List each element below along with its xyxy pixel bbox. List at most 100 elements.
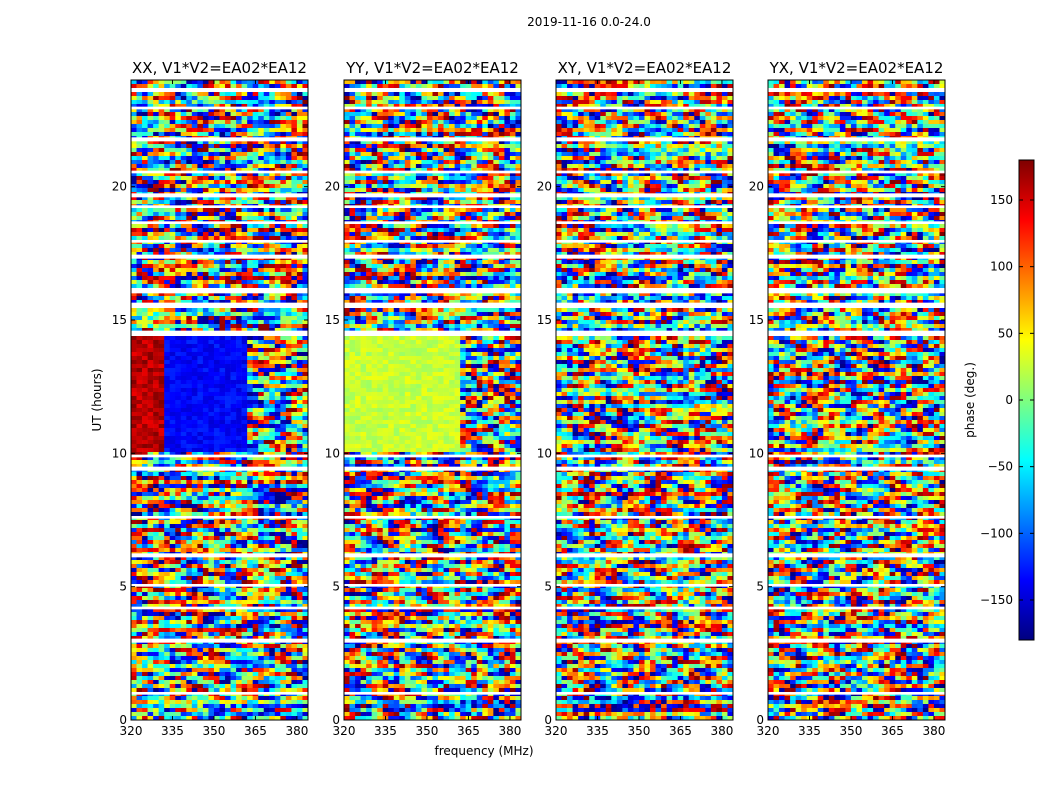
x-tick-label: 335 bbox=[374, 724, 397, 738]
y-tick-label: 15 bbox=[325, 313, 340, 327]
x-tick: 350 bbox=[840, 80, 863, 738]
flagged-row bbox=[131, 302, 308, 308]
y-tick: 20 bbox=[749, 180, 945, 194]
y-tick-label: 15 bbox=[537, 313, 552, 327]
y-tick-label: 20 bbox=[325, 180, 340, 194]
flagged-row bbox=[131, 466, 308, 471]
flagged-row bbox=[556, 221, 733, 224]
flagged-row bbox=[344, 606, 521, 610]
heatmap-image bbox=[131, 80, 309, 721]
panel-title: YY, V1*V2=EA02*EA12 bbox=[345, 59, 519, 77]
flagged-row bbox=[768, 137, 945, 142]
x-tick-label: 365 bbox=[244, 724, 267, 738]
y-tick: 5 bbox=[332, 580, 521, 594]
x-tick: 380 bbox=[285, 80, 308, 738]
colorbar-tick: −100 bbox=[980, 526, 1034, 540]
flagged-row bbox=[768, 330, 945, 336]
flagged-row bbox=[556, 584, 733, 587]
panel-title: XY, V1*V2=EA02*EA12 bbox=[558, 59, 732, 77]
panel-title: XX, V1*V2=EA02*EA12 bbox=[132, 59, 307, 77]
panels: XX, V1*V2=EA02*EA12 320 335 350 365 380 0 5 10 15… bbox=[112, 59, 946, 738]
flagged-row bbox=[768, 170, 945, 174]
panel-yx: YX, V1*V2=EA02*EA12 320 335 350 365 380 0 5 10 15… bbox=[749, 59, 946, 738]
flagged-row bbox=[768, 240, 945, 243]
x-tick-label: 350 bbox=[840, 724, 863, 738]
flagged-row bbox=[768, 288, 945, 294]
x-tick-label: 380 bbox=[498, 724, 521, 738]
flagged-row bbox=[556, 302, 733, 308]
colorbar: 150 100 50 0 −50 −100 −150 phase (deg.) bbox=[963, 159, 1035, 641]
y-tick: 20 bbox=[325, 180, 521, 194]
flagged-row bbox=[344, 466, 521, 471]
panel-title: YX, V1*V2=EA02*EA12 bbox=[769, 59, 944, 77]
colorbar-tick-label: 0 bbox=[1005, 393, 1013, 407]
flagged-row bbox=[768, 606, 945, 610]
flagged-row bbox=[131, 288, 308, 294]
panel-xy: XY, V1*V2=EA02*EA12 320 335 350 365 380 0 5 10 15… bbox=[537, 59, 734, 738]
x-tick: 320 bbox=[333, 80, 356, 738]
heatmap-image bbox=[344, 80, 522, 721]
flagged-row bbox=[768, 221, 945, 224]
flagged-row bbox=[344, 254, 521, 259]
x-tick: 320 bbox=[120, 80, 143, 738]
flagged-row bbox=[344, 88, 521, 92]
y-tick: 15 bbox=[749, 313, 945, 327]
flagged-row bbox=[131, 584, 308, 587]
x-tick: 350 bbox=[416, 80, 439, 738]
x-axis-label: frequency (MHz) bbox=[434, 744, 533, 758]
flagged-row bbox=[344, 330, 521, 336]
x-tick-label: 350 bbox=[416, 724, 439, 738]
y-tick-label: 10 bbox=[537, 446, 552, 460]
y-tick-label: 0 bbox=[332, 713, 340, 727]
x-tick-label: 320 bbox=[333, 724, 356, 738]
x-tick-label: 365 bbox=[881, 724, 904, 738]
x-tick-label: 335 bbox=[586, 724, 609, 738]
flagged-row bbox=[768, 638, 945, 643]
x-tick-label: 350 bbox=[203, 724, 226, 738]
y-tick-label: 0 bbox=[119, 713, 127, 727]
flagged-row bbox=[556, 606, 733, 610]
x-tick-label: 365 bbox=[457, 724, 480, 738]
flagged-row bbox=[556, 170, 733, 174]
flagged-rows bbox=[131, 88, 308, 695]
flagged-row bbox=[131, 106, 308, 110]
flagged-row bbox=[768, 466, 945, 471]
x-tick: 335 bbox=[374, 80, 397, 738]
flagged-row bbox=[344, 288, 521, 294]
heatmap-image bbox=[768, 80, 946, 721]
y-tick: 20 bbox=[112, 180, 308, 194]
colorbar-tick-label: −50 bbox=[988, 460, 1013, 474]
x-tick-label: 320 bbox=[757, 724, 780, 738]
flagged-row bbox=[131, 516, 308, 519]
flagged-row bbox=[344, 553, 521, 558]
colorbar-tick-label: −100 bbox=[980, 526, 1013, 540]
flagged-row bbox=[344, 137, 521, 142]
y-tick: 15 bbox=[112, 313, 308, 327]
y-tick-label: 10 bbox=[749, 446, 764, 460]
flagged-row bbox=[344, 516, 521, 519]
flagged-row bbox=[768, 254, 945, 259]
y-tick: 0 bbox=[119, 713, 308, 727]
flagged-row bbox=[131, 330, 308, 336]
panel-xx: XX, V1*V2=EA02*EA12 320 335 350 365 380 0 5 10 15… bbox=[112, 59, 309, 738]
y-tick: 10 bbox=[112, 446, 308, 460]
y-tick-label: 20 bbox=[537, 180, 552, 194]
x-tick-label: 380 bbox=[710, 724, 733, 738]
flagged-row bbox=[768, 193, 945, 198]
flagged-row bbox=[344, 454, 521, 458]
colorbar-ticks: 150 100 50 0 −50 −100 −150 bbox=[980, 193, 1034, 607]
panel-yy: YY, V1*V2=EA02*EA12 320 335 350 365 380 0 5 10 15… bbox=[325, 59, 522, 738]
colorbar-tick-label: −150 bbox=[980, 593, 1013, 607]
x-tick-label: 320 bbox=[120, 724, 143, 738]
x-tick: 335 bbox=[161, 80, 184, 738]
flagged-row bbox=[131, 454, 308, 458]
flagged-row bbox=[344, 692, 521, 695]
flagged-row bbox=[344, 221, 521, 224]
x-tick-label: 380 bbox=[922, 724, 945, 738]
colorbar-tick-label: 150 bbox=[990, 193, 1013, 207]
y-tick: 10 bbox=[749, 446, 945, 460]
flagged-row bbox=[556, 205, 733, 208]
y-tick: 15 bbox=[325, 313, 521, 327]
y-tick: 10 bbox=[325, 446, 521, 460]
